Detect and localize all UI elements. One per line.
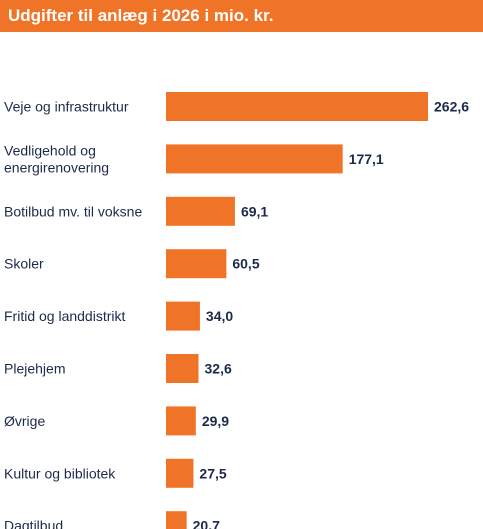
bar [166,249,227,279]
category-label: Kultur og bibliotek [4,465,116,481]
category-label: Botilbud mv. til voksne [4,203,142,219]
bar [166,511,187,529]
bar [166,354,199,383]
title-bar: Udgifter til anlæg i 2026 i mio. kr. [0,0,483,32]
category-label: Skoler [4,256,44,272]
value-label: 20,7 [193,518,220,529]
bar [166,301,200,331]
category-label: Vedligehold og energirenovering [4,142,109,175]
bar [166,92,428,121]
bar [166,406,196,436]
value-label: 69,1 [241,203,268,219]
bar [166,196,235,226]
bar [166,458,194,488]
category-label: Dagtilbud [4,518,63,529]
chart-title: Udgifter til anlæg i 2026 i mio. kr. [8,6,274,25]
value-label: 262,6 [434,99,469,115]
category-label: Veje og infrastruktur [4,99,129,115]
category-label: Plejehjem [4,361,65,377]
value-label: 32,6 [205,361,232,377]
bar [166,144,343,174]
category-label: Øvrige [4,413,45,429]
value-label: 29,9 [202,413,229,429]
value-label: 27,5 [199,465,226,481]
value-label: 60,5 [232,256,259,272]
value-label: 177,1 [349,151,384,167]
category-label: Fritid og landdistrikt [4,308,125,324]
value-label: 34,0 [206,308,233,324]
